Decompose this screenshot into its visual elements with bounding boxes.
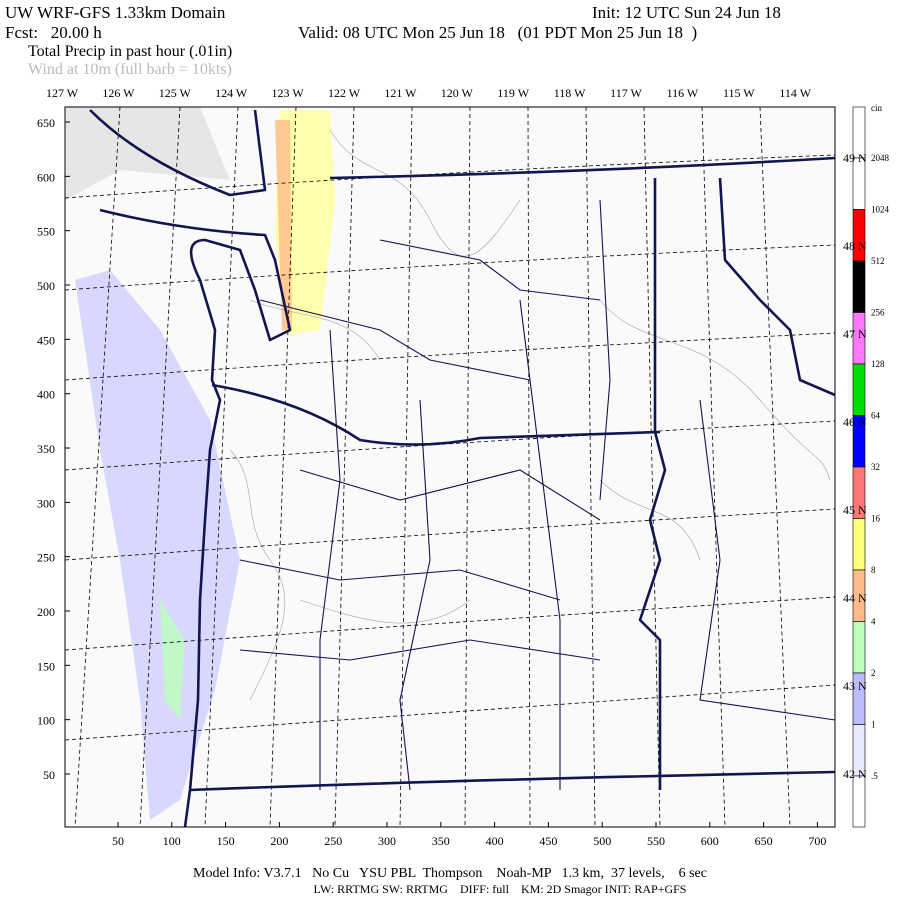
- x-tick-label: 600: [701, 834, 719, 848]
- longitude-label: 125 W: [159, 86, 192, 100]
- longitude-label: 121 W: [384, 86, 417, 100]
- colorbar-label: 32: [871, 462, 880, 472]
- latitude-label: 48 N: [843, 239, 867, 253]
- longitude-label: 117 W: [610, 86, 642, 100]
- latitude-label: 45 N: [843, 503, 867, 517]
- x-tick-label: 550: [647, 834, 665, 848]
- longitude-label: 126 W: [102, 86, 135, 100]
- map-area: [64, 106, 836, 828]
- colorbar-segment: [852, 363, 866, 416]
- x-tick-label: 150: [217, 834, 235, 848]
- colorbar-segment: [852, 260, 866, 313]
- colorbar-label: 64: [871, 411, 881, 421]
- y-tick-label: 50: [43, 768, 55, 782]
- init-time: Init: 12 UTC Sun 24 Jun 18: [592, 3, 781, 22]
- colorbar-unit: cin: [871, 103, 882, 113]
- colorbar-label: 2048: [871, 153, 890, 163]
- latitude-label: 46 N: [843, 415, 867, 429]
- colorbar-label: 1024: [871, 205, 890, 215]
- model-info: Model Info: V3.7.1 No Cu YSU PBL Thompso…: [193, 866, 707, 881]
- colorbar-segment: [852, 518, 866, 571]
- colorbar-label: 16: [871, 514, 881, 524]
- x-tick-label: 250: [324, 834, 342, 848]
- latitude-label: 43 N: [843, 679, 867, 693]
- x-tick-label: 350: [432, 834, 450, 848]
- colorbar-label: 2: [871, 668, 876, 678]
- y-tick-label: 100: [37, 714, 55, 728]
- colorbar-label: 8: [871, 565, 876, 575]
- title: UW WRF-GFS 1.33km Domain: [5, 3, 226, 22]
- x-tick-label: 400: [486, 834, 504, 848]
- colorbar-label: .5: [871, 771, 878, 781]
- y-tick-label: 350: [37, 442, 55, 456]
- y-tick-label: 300: [37, 496, 55, 510]
- x-tick-label: 650: [755, 834, 773, 848]
- colorbar-label: 128: [871, 359, 885, 369]
- longitude-label: 122 W: [328, 86, 361, 100]
- x-tick-label: 100: [163, 834, 181, 848]
- y-tick-label: 650: [37, 116, 55, 130]
- longitude-label: 116 W: [667, 86, 699, 100]
- x-tick-label: 300: [378, 834, 396, 848]
- y-tick-label: 450: [37, 333, 55, 347]
- field-label: Total Precip in past hour (.01in): [28, 43, 232, 60]
- y-tick-label: 250: [37, 551, 55, 565]
- longitude-label: 127 W: [46, 86, 79, 100]
- x-tick-label: 700: [808, 834, 826, 848]
- y-tick-label: 500: [37, 279, 55, 293]
- x-tick-label: 50: [112, 834, 124, 848]
- colorbar-label: 4: [871, 617, 876, 627]
- longitude-label: 115 W: [723, 86, 755, 100]
- y-tick-label: 600: [37, 170, 55, 184]
- longitude-label: 118 W: [554, 86, 586, 100]
- y-tick-label: 200: [37, 605, 55, 619]
- colorbar-segment: [852, 775, 866, 828]
- longitude-label: 119 W: [497, 86, 529, 100]
- colorbar-segment: [852, 621, 866, 674]
- x-tick-label: 200: [270, 834, 288, 848]
- colorbar-segment: [852, 209, 866, 262]
- longitude-label: 120 W: [441, 86, 474, 100]
- y-tick-label: 550: [37, 225, 55, 239]
- longitude-label: 124 W: [215, 86, 248, 100]
- colorbar-label: 512: [871, 256, 885, 266]
- latitude-label: 42 N: [843, 767, 867, 781]
- field-label: Wind at 10m (full barb = 10kts): [28, 61, 232, 78]
- colorbar-segment: [852, 157, 866, 210]
- x-tick-label: 500: [593, 834, 611, 848]
- colorbar-label: 1: [871, 720, 876, 730]
- latitude-label: 44 N: [843, 591, 867, 605]
- longitude-label: 114 W: [779, 86, 811, 100]
- axis-labels: 127 W 126 W 125 W 124 W 123 W 122 W 121 W 120 W…: [37, 86, 890, 848]
- y-tick-label: 400: [37, 388, 55, 402]
- x-tick-label: 450: [539, 834, 557, 848]
- longitude-label: 123 W: [272, 86, 305, 100]
- y-tick-label: 150: [37, 659, 55, 673]
- latitude-label: 47 N: [843, 327, 867, 341]
- valid-time: Valid: 08 UTC Mon 25 Jun 18 (01 PDT Mon …: [298, 23, 697, 42]
- colorbar-label: 256: [871, 308, 885, 318]
- forecast-hour: Fcst: 20.00 h: [5, 23, 102, 42]
- model-info: LW: RRTMG SW: RRTMG DIFF: full KM: 2D Sm…: [314, 882, 687, 896]
- latitude-label: 49 N: [843, 151, 867, 165]
